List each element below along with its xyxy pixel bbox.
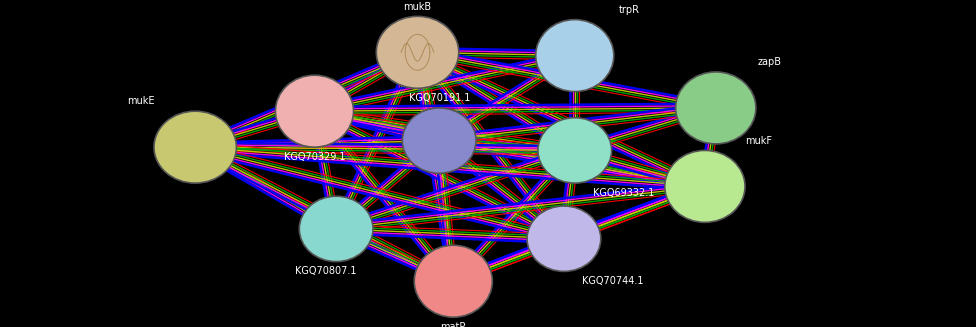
- Text: zapB: zapB: [758, 57, 782, 67]
- Text: mukF: mukF: [746, 136, 773, 146]
- Text: trpR: trpR: [619, 5, 639, 15]
- Ellipse shape: [275, 75, 353, 147]
- Text: KGQ70191.1: KGQ70191.1: [409, 93, 469, 103]
- Text: mukB: mukB: [403, 2, 431, 11]
- Ellipse shape: [538, 118, 612, 183]
- Ellipse shape: [536, 20, 614, 92]
- Ellipse shape: [414, 245, 492, 317]
- Ellipse shape: [377, 16, 459, 88]
- Ellipse shape: [300, 196, 373, 262]
- Ellipse shape: [675, 72, 755, 144]
- Text: mukE: mukE: [127, 96, 155, 106]
- Ellipse shape: [527, 206, 601, 271]
- Text: matP: matP: [440, 322, 466, 327]
- Text: KGQ70807.1: KGQ70807.1: [295, 267, 356, 276]
- Text: KGQ69332.1: KGQ69332.1: [592, 188, 654, 198]
- Text: KGQ70329.1: KGQ70329.1: [284, 152, 346, 162]
- Ellipse shape: [402, 108, 476, 173]
- Text: KGQ70744.1: KGQ70744.1: [582, 276, 643, 286]
- Ellipse shape: [154, 111, 236, 183]
- Ellipse shape: [665, 150, 745, 222]
